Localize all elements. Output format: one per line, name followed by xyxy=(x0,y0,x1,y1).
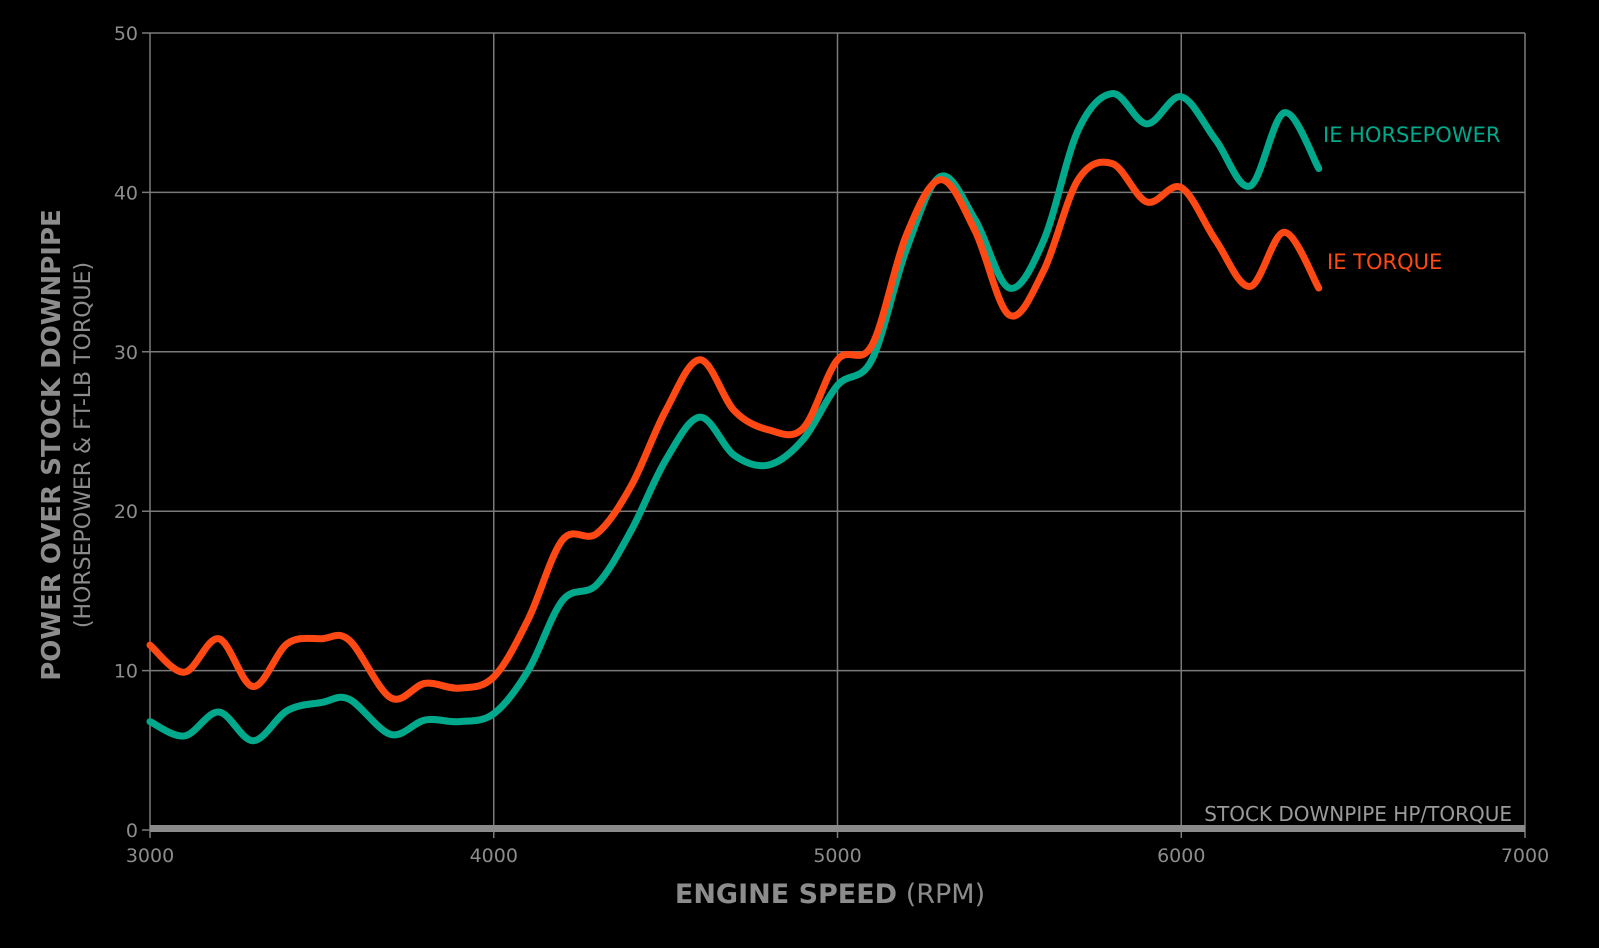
y-tick-label: 0 xyxy=(126,820,138,842)
series-line-horsepower xyxy=(146,90,1323,745)
y-tick-label: 20 xyxy=(114,501,138,523)
x-tick-label: 6000 xyxy=(1157,845,1205,867)
baseline-label: STOCK DOWNPIPE HP/TORQUE xyxy=(1204,802,1512,826)
legend-horsepower: IE HORSEPOWER xyxy=(1323,123,1500,147)
y-tick-label: 40 xyxy=(114,182,138,204)
y-tick-label: 50 xyxy=(114,23,138,45)
x-axis-label: ENGINE SPEED (RPM) xyxy=(675,879,985,910)
stock-baseline xyxy=(150,825,1525,832)
grid: 3000 4000 5000 6000 7000 0 10 20 30 40 50 xyxy=(114,23,1549,867)
x-tick-label: 5000 xyxy=(813,845,861,867)
y-axis-label: POWER OVER STOCK DOWNPIPE xyxy=(37,209,67,681)
x-axis-title: ENGINE SPEED xyxy=(675,879,897,910)
y-tick-label: 30 xyxy=(114,342,138,364)
legend-torque: IE TORQUE xyxy=(1327,250,1442,274)
y-tick-label: 10 xyxy=(114,661,138,683)
x-tick-label: 4000 xyxy=(470,845,518,867)
y-axis-sublabel: (HORSEPOWER & FT-LB TORQUE) xyxy=(71,262,96,628)
x-tick-label: 7000 xyxy=(1501,845,1549,867)
series-line-torque xyxy=(146,158,1323,703)
x-tick-label: 3000 xyxy=(126,845,174,867)
x-axis-unit: (RPM) xyxy=(906,879,985,910)
